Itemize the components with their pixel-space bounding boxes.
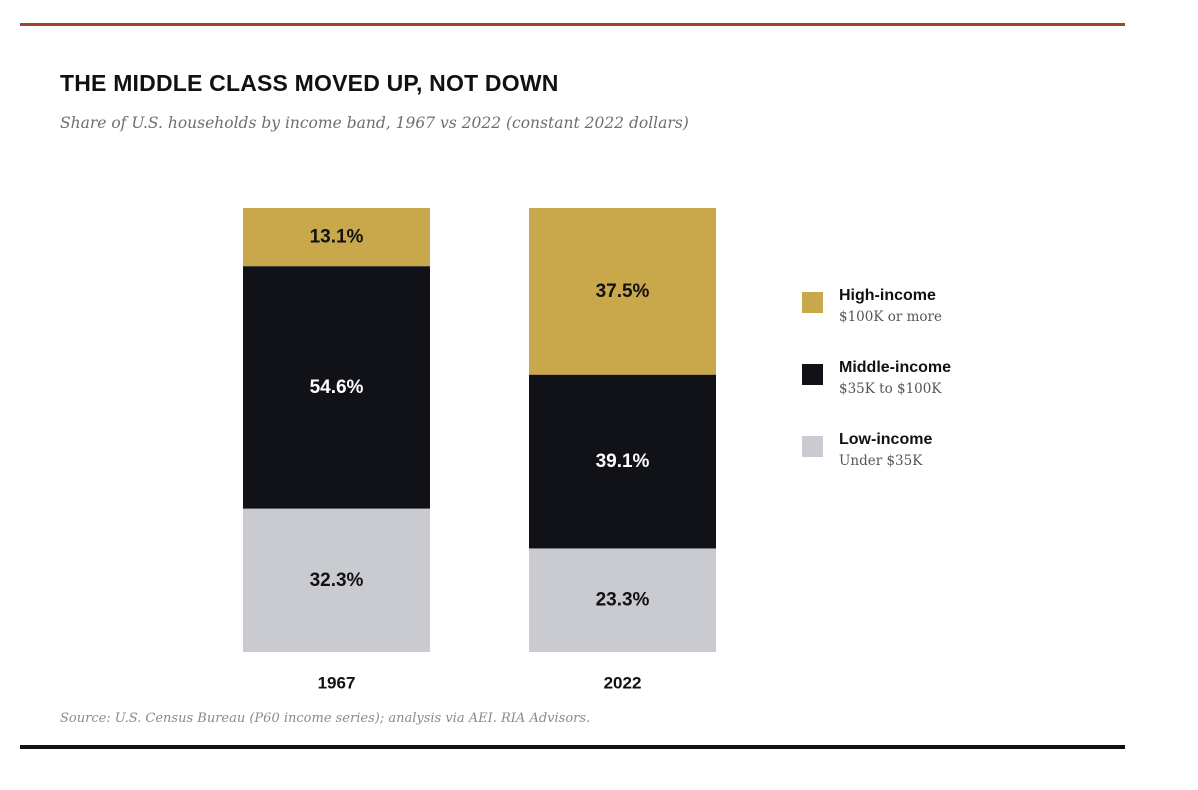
bar-2022-middle-income xyxy=(529,374,716,549)
chart-title: THE MIDDLE CLASS MOVED UP, NOT DOWN xyxy=(60,70,559,96)
legend-desc-low-income: Under $35K xyxy=(839,453,923,469)
data-label-2022-high-income: 37.5% xyxy=(596,281,650,302)
bar-1967-low-income xyxy=(243,508,430,652)
data-label-1967-middle-income: 54.6% xyxy=(310,377,364,398)
bottom-rule xyxy=(20,745,1125,749)
legend-desc-high-income: $100K or more xyxy=(839,309,942,325)
legend-swatch-low-income xyxy=(802,436,823,457)
category-label-2022: 2022 xyxy=(604,674,642,693)
source-note: Source: U.S. Census Bureau (P60 income s… xyxy=(60,711,591,726)
legend-label-high-income: High-income xyxy=(839,287,936,304)
bar-2022-high-income xyxy=(529,208,716,375)
chart-subtitle: Share of U.S. households by income band,… xyxy=(60,114,689,132)
legend-label-low-income: Low-income xyxy=(839,431,933,448)
bar-1967-high-income xyxy=(243,208,430,267)
category-label-1967: 1967 xyxy=(318,674,356,693)
legend-desc-middle-income: $35K to $100K xyxy=(839,381,942,397)
data-label-1967-high-income: 13.1% xyxy=(310,227,364,248)
top-rule xyxy=(20,23,1125,26)
legend-swatch-high-income xyxy=(802,292,823,313)
legend-label-middle-income: Middle-income xyxy=(839,359,952,376)
data-label-2022-middle-income: 39.1% xyxy=(596,451,650,472)
bar-1967-middle-income xyxy=(243,266,430,509)
data-label-2022-low-income: 23.3% xyxy=(596,590,650,611)
legend-swatch-middle-income xyxy=(802,364,823,385)
data-label-1967-low-income: 32.3% xyxy=(310,570,364,591)
bar-2022-low-income xyxy=(529,548,716,652)
